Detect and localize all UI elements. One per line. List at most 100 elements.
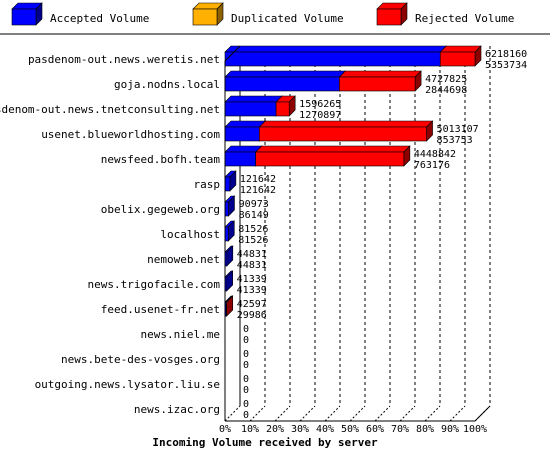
x-tick-label: 10% [241, 424, 259, 435]
bar-rejected-top [258, 120, 434, 128]
value-label-accepted: 0 [243, 360, 249, 371]
category-label: news.izac.org [134, 403, 220, 416]
floor-grid-line [449, 405, 466, 422]
floor-grid-line [299, 405, 316, 422]
category-label: rasp [194, 178, 221, 191]
x-tick-label: 50% [341, 424, 359, 435]
category-label: news.bete-des-vosges.org [61, 353, 220, 366]
bar-accepted [224, 76, 340, 92]
x-tick-label: 80% [416, 424, 434, 435]
bar-accepted [224, 126, 260, 142]
legend-swatch [192, 8, 218, 26]
bar-accepted-top [224, 120, 267, 128]
category-label: obelix.gegeweb.org [101, 203, 220, 216]
value-label-total: 41339 [237, 274, 267, 285]
floor-grid-line [349, 405, 366, 422]
bar-accepted [224, 101, 277, 117]
x-tick-label: 70% [391, 424, 409, 435]
legend-swatch [11, 8, 37, 26]
category-label: pasdenom-out.news.weretis.net [28, 53, 220, 66]
bar-rejected-top [254, 145, 411, 153]
bar-accepted [224, 201, 229, 217]
bar-accepted [224, 151, 256, 167]
value-label-total: 44831 [237, 249, 267, 260]
legend-label: Duplicated Volume [231, 12, 344, 25]
labels: pasdenom-out.news.weretis.net 62181605353… [0, 49, 527, 421]
value-label-total: 0 [243, 324, 249, 335]
x-tick-label: 40% [316, 424, 334, 435]
bar-rejected-top [439, 45, 482, 53]
category-label: outgoing.news.lysator.liu.se [35, 378, 220, 391]
value-label-accepted: 41339 [237, 285, 267, 296]
value-label-total: 90973 [239, 199, 269, 210]
value-label-total: 6218160 [485, 49, 527, 60]
value-label-accepted: 86149 [239, 210, 269, 221]
value-label-total: 0 [243, 349, 249, 360]
x-tick-label: 100% [463, 424, 487, 435]
bars [224, 45, 482, 317]
bar-accepted-top [224, 45, 447, 53]
x-tick-label: 30% [291, 424, 309, 435]
floor-grid-line [424, 405, 441, 422]
category-label: nemoweb.net [147, 253, 220, 266]
legend-label: Accepted Volume [50, 12, 149, 25]
value-label-total: 4727825 [425, 74, 467, 85]
value-label-total: 4448842 [414, 149, 456, 160]
legend-label: Rejected Volume [415, 12, 514, 25]
category-label: news.trigofacile.com [88, 278, 221, 291]
bar-accepted [224, 51, 441, 67]
value-label-accepted: 121642 [240, 185, 276, 196]
bar-accepted-top [224, 70, 347, 78]
x-axis-depth-edge [474, 405, 491, 422]
value-label-accepted: 763176 [414, 160, 450, 171]
legend-swatch [376, 8, 402, 26]
bar-rejected [225, 301, 228, 317]
floor-grid-line [324, 405, 341, 422]
category-label: newsfeed.bofh.team [101, 153, 221, 166]
floor-grid-line [399, 405, 416, 422]
bar-rejected [275, 101, 290, 117]
legend: Accepted Volume Duplicated Volume Rejected… [11, 2, 514, 26]
value-label-accepted: 29986 [237, 310, 267, 321]
axes: 0% 10% 20% 30% 40% 50% 60% 70% 80% 90% 100% [219, 45, 491, 435]
value-label-accepted: 5353734 [485, 60, 527, 71]
value-label-total: 0 [243, 374, 249, 385]
value-label-total: 0 [243, 399, 249, 410]
bar-rejected [439, 51, 476, 67]
category-label: news.niel.me [141, 328, 220, 341]
x-tick-label: 60% [366, 424, 384, 435]
bar-rejected [339, 76, 416, 92]
floor-grid-line [274, 405, 291, 422]
bar-accepted [224, 176, 231, 192]
value-label-total: 121642 [240, 174, 276, 185]
floor-grid-line [374, 405, 391, 422]
x-tick-label: 90% [441, 424, 459, 435]
value-label-accepted: 853753 [437, 135, 473, 146]
bar-rejected [255, 151, 405, 167]
floor-grid-line [224, 405, 241, 422]
category-label: usenet.blueworldhosting.com [41, 128, 220, 141]
value-label-accepted: 44831 [237, 260, 267, 271]
value-label-total: 81526 [238, 224, 268, 235]
value-label-accepted: 0 [243, 385, 249, 396]
x-axis-title: Incoming Volume received by server [152, 436, 378, 449]
y-axis-depth-edge [224, 45, 241, 62]
category-label: goja.nodns.local [114, 78, 220, 91]
value-label-accepted: 81526 [238, 235, 268, 246]
x-tick-label: 20% [266, 424, 284, 435]
value-label-total: 5013107 [437, 124, 479, 135]
category-label: localhost [160, 228, 220, 241]
bar-rejected [259, 126, 427, 142]
x-tick-label: 0% [219, 424, 231, 435]
category-label: pasdenom-out.news.tnetconsulting.net [0, 103, 220, 116]
value-label-accepted: 2844698 [425, 85, 467, 96]
bar-rejected-top [338, 70, 422, 78]
floor-grid-line [249, 405, 266, 422]
value-label-accepted: 0 [243, 335, 249, 346]
value-label-total: 1596265 [299, 99, 341, 110]
value-label-total: 42597 [237, 299, 267, 310]
category-label: feed.usenet-fr.net [101, 303, 220, 316]
grid [224, 46, 491, 422]
